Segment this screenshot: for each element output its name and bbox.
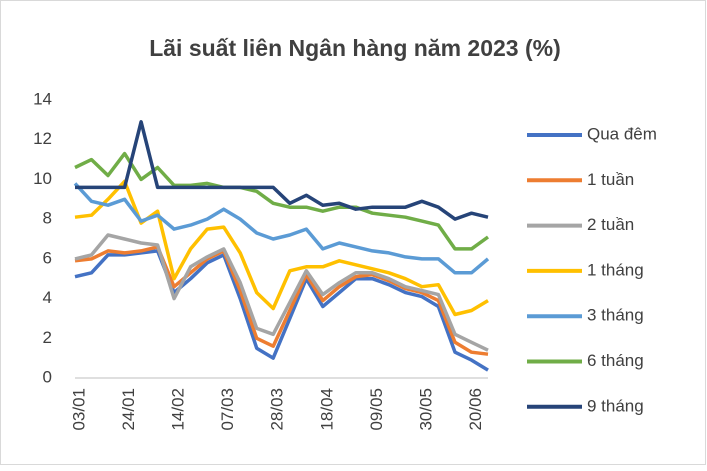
series-line [74,249,489,372]
y-tick-label: 2 [43,328,52,347]
x-tick-label: 14/02 [169,388,188,431]
x-tick-label: 28/03 [268,388,287,431]
legend-label: 3 tháng [587,306,644,325]
y-tick-label: 12 [33,129,52,148]
y-tick-label: 6 [43,248,52,267]
x-tick-label: 24/01 [119,388,138,431]
y-tick-label: 4 [43,288,52,307]
y-tick-label: 8 [43,209,52,228]
y-tick-label: 10 [33,169,52,188]
legend-label: Qua đêm [587,124,657,143]
legend-label: 1 tháng [587,260,644,279]
legend-label: 1 tuần [587,170,634,189]
chart-title: Lãi suất liên Ngân hàng năm 2023 (%) [149,35,561,61]
series-line [75,120,489,221]
x-tick-label: 07/03 [218,388,237,431]
x-tick-label: 20/06 [466,388,485,431]
legend-label: 6 tháng [587,351,644,370]
y-tick-label: 0 [43,367,52,386]
legend-label: 9 tháng [587,396,644,415]
series-line [74,151,490,251]
series-line [74,245,489,356]
series-line [73,182,490,275]
y-tick-label: 14 [33,89,52,108]
x-tick-label: 03/01 [69,388,88,431]
x-tick-label: 09/05 [367,388,386,431]
x-tick-label: 30/05 [416,388,435,431]
legend-label: 2 tuần [587,215,634,234]
x-tick-label: 18/04 [317,388,336,431]
series-line [74,233,489,352]
